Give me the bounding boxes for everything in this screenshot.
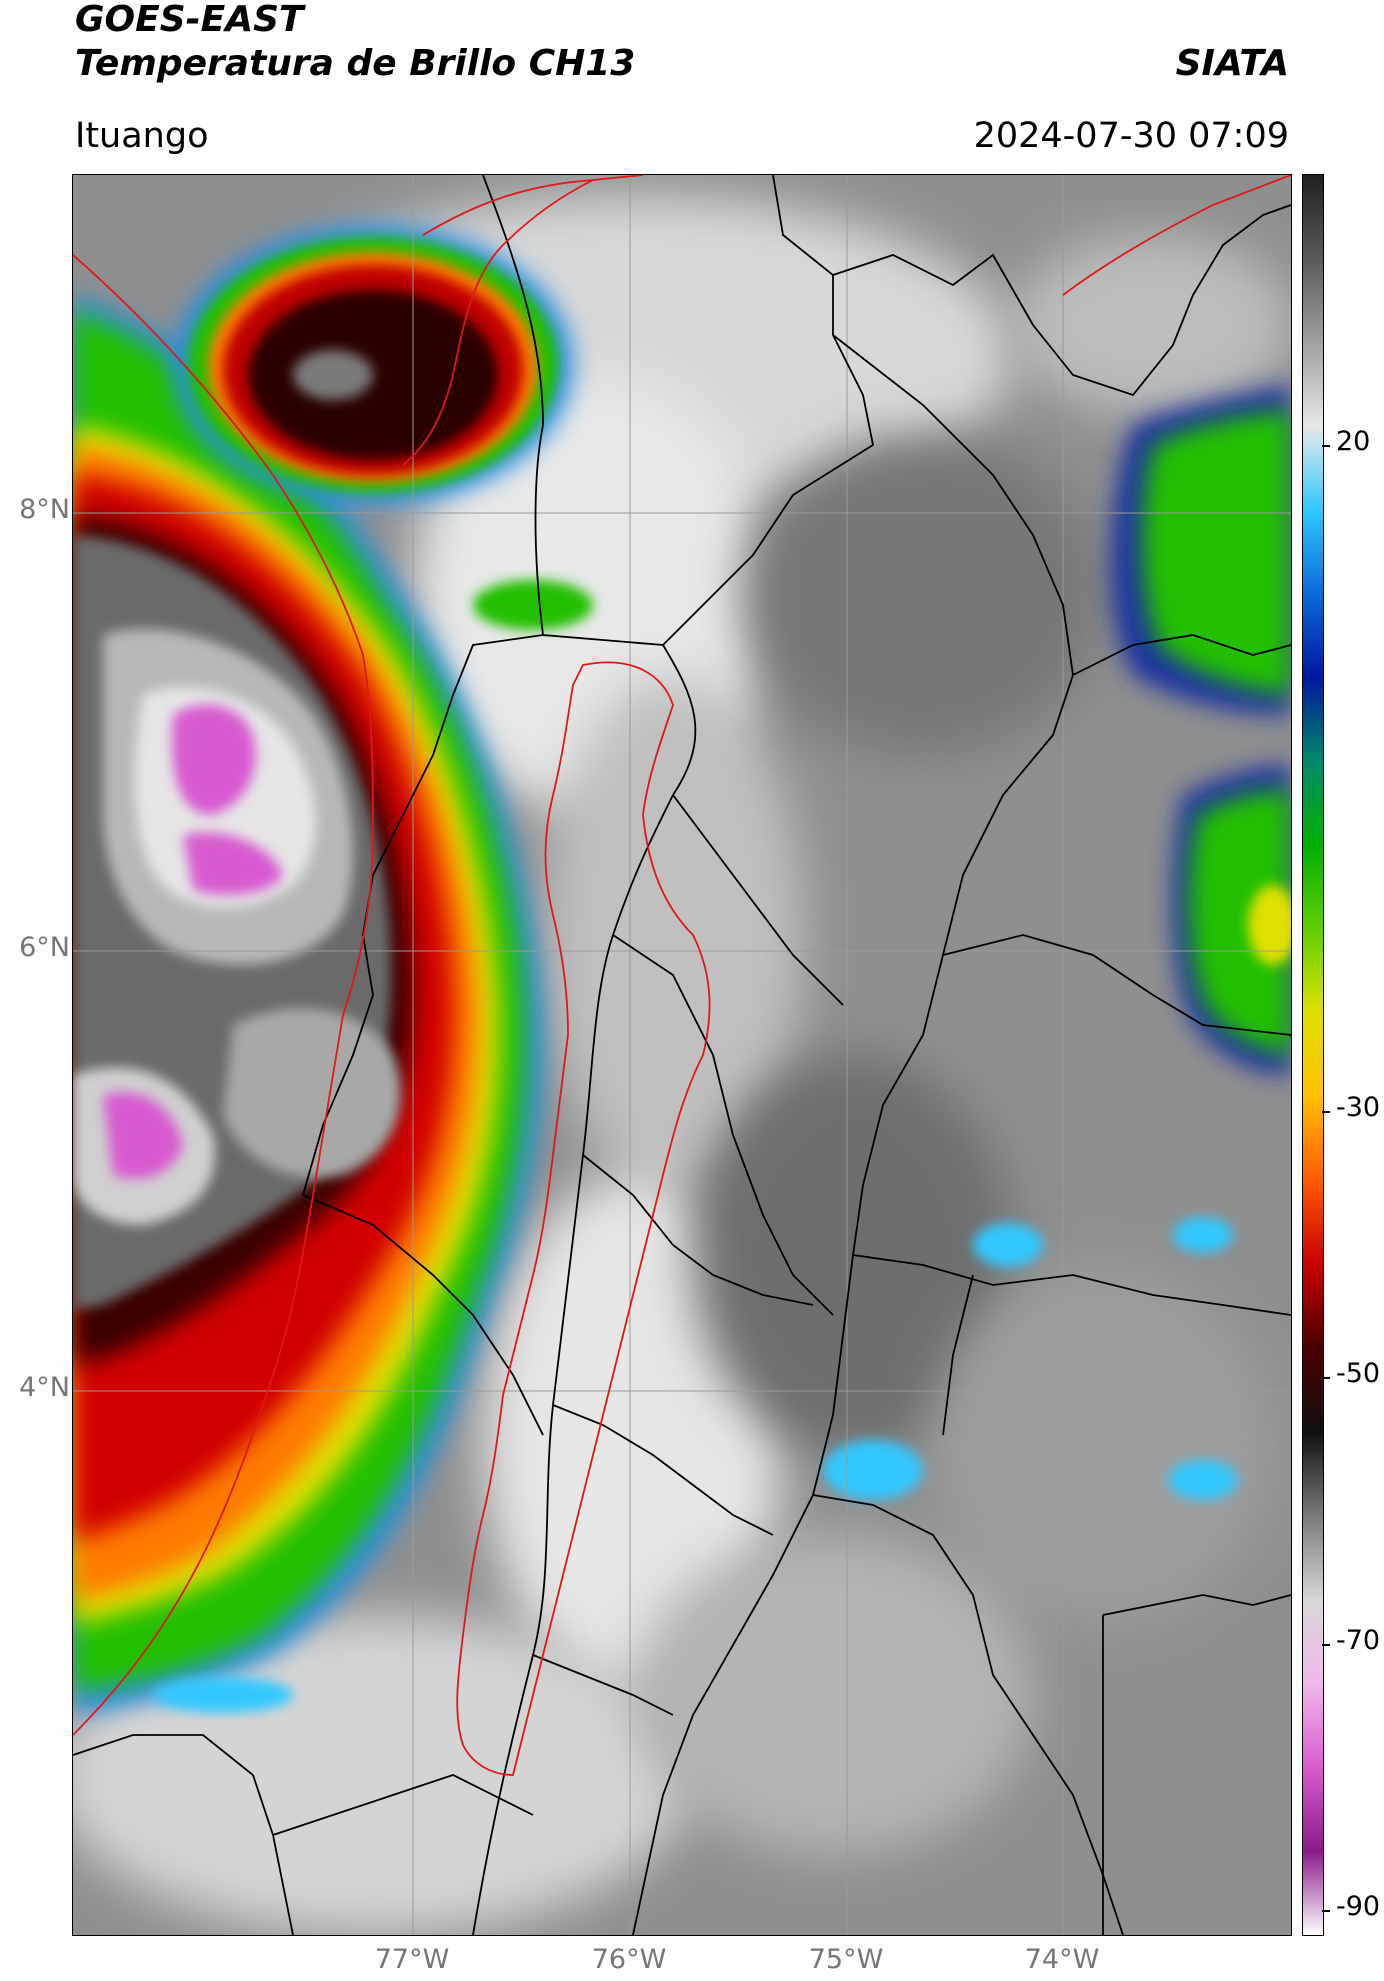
location-label: Ituango [75, 116, 209, 156]
lon-label-74w: 74°W [1024, 1944, 1100, 1975]
colorbar-tick [1322, 1377, 1330, 1379]
colorbar-label-minus-30: -30 [1336, 1092, 1381, 1123]
title-line-1: GOES-EAST [75, 0, 304, 40]
cloud-spots [153, 580, 1238, 1713]
map-grid [73, 175, 1291, 1935]
org-label: SIATA [1175, 43, 1289, 84]
convective-cell-north [173, 225, 573, 505]
coastline-and-basin [73, 175, 1291, 1776]
colorbar-tick [1322, 1111, 1330, 1113]
colorbar-tick [1322, 1644, 1330, 1646]
lat-label-4n: 4°N [19, 1372, 70, 1403]
lon-label-75w: 75°W [808, 1944, 884, 1975]
lat-label-8n: 8°N [19, 494, 70, 525]
colorbar-tick [1322, 445, 1330, 447]
colorbar-label-minus-90: -90 [1336, 1891, 1381, 1922]
temperature-colorbar [1302, 174, 1324, 1936]
colorbar-label-minus-50: -50 [1336, 1358, 1381, 1389]
admin-borders [73, 175, 1291, 1935]
lon-label-76w: 76°W [591, 1944, 667, 1975]
lon-label-77w: 77°W [374, 1944, 450, 1975]
lat-label-6n: 6°N [19, 932, 70, 963]
convective-cells-east [1110, 385, 1291, 1075]
title-line-2: Temperatura de Brillo CH13 [75, 43, 636, 84]
colorbar-label-minus-70: -70 [1336, 1625, 1381, 1656]
colorbar-label-20: 20 [1336, 426, 1371, 457]
satellite-map[interactable] [72, 174, 1292, 1936]
colorbar-tick [1322, 1910, 1330, 1912]
datetime-label: 2024-07-30 07:09 [973, 116, 1289, 156]
